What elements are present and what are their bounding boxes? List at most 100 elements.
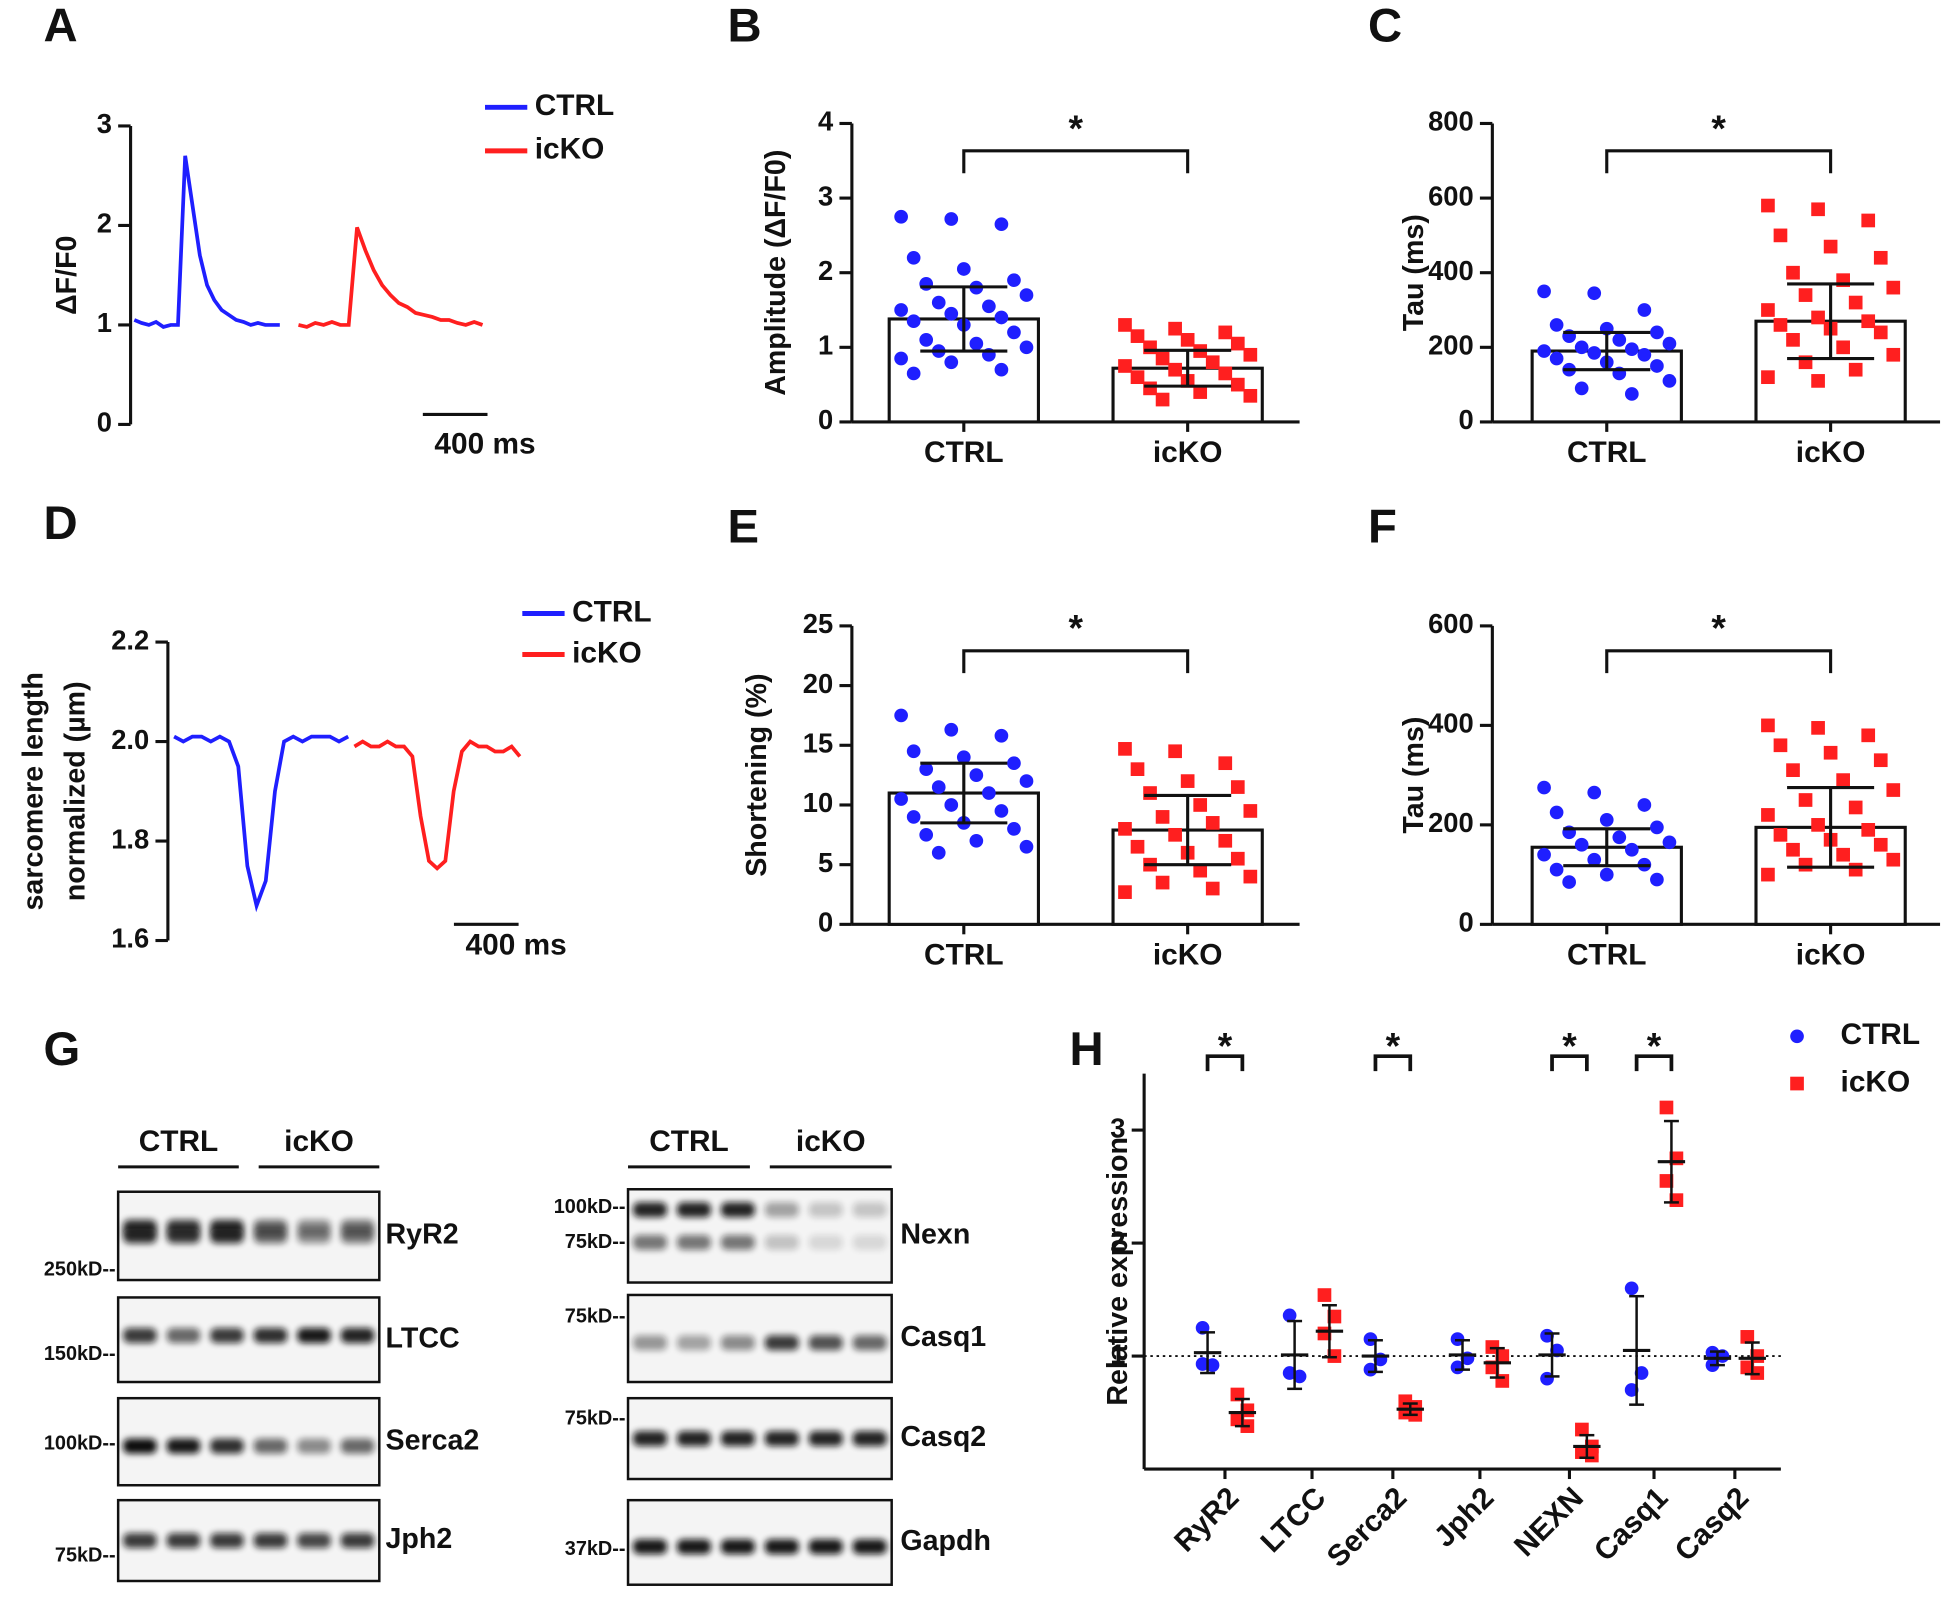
data-point — [1761, 867, 1775, 882]
protein-label: Serca2 — [386, 1424, 480, 1456]
blot-band — [340, 1533, 375, 1549]
blot-band — [633, 1431, 667, 1447]
significance-label: * — [1218, 1025, 1233, 1067]
data-point — [1243, 869, 1258, 884]
data-point — [1193, 385, 1208, 399]
blot-band — [764, 1431, 799, 1447]
data-point — [1230, 851, 1245, 866]
size-marker: 100kD-- — [554, 1196, 626, 1218]
data-point — [944, 306, 959, 321]
data-point — [1218, 366, 1233, 381]
data-point — [1243, 388, 1258, 403]
y-tick-label: 2 — [818, 255, 833, 286]
data-point — [1180, 333, 1195, 347]
y-tick-label: 0 — [818, 404, 833, 435]
data-point — [1574, 837, 1589, 852]
blot-frame — [116, 1190, 381, 1282]
panel-letter: A — [44, 0, 78, 52]
data-point — [1495, 1349, 1510, 1363]
group-label: icKO — [284, 1125, 354, 1158]
y-axis-label: Relative expression — [1102, 1137, 1134, 1406]
data-point — [1205, 816, 1220, 830]
blot-band — [808, 1335, 843, 1351]
panel-letter: F — [1368, 501, 1397, 554]
data-point — [1786, 265, 1800, 280]
data-point — [906, 314, 921, 329]
data-point — [944, 355, 959, 370]
significance-label: * — [1711, 107, 1726, 149]
trace — [133, 155, 280, 329]
x-tick-label: Jph2 — [1428, 1481, 1501, 1554]
data-point — [931, 845, 946, 860]
data-point — [1537, 284, 1551, 299]
blot-band — [720, 1202, 755, 1218]
data-point — [1624, 342, 1639, 357]
data-point — [1786, 842, 1800, 857]
data-point — [1773, 738, 1788, 753]
data-point — [1574, 340, 1589, 355]
y-tick-label: 200 — [1428, 807, 1474, 838]
group-label: icKO — [796, 1125, 866, 1158]
data-point — [994, 362, 1009, 377]
data-point — [894, 209, 908, 224]
x-tick-label: Casq2 — [1669, 1481, 1756, 1568]
data-point — [1118, 742, 1132, 756]
blot-band — [676, 1202, 711, 1218]
y-tick-label: 20 — [803, 668, 833, 699]
data-point — [1637, 347, 1652, 362]
data-point — [1243, 804, 1258, 818]
blot-frame — [626, 1293, 893, 1384]
blot-band — [808, 1202, 843, 1218]
data-point — [1143, 340, 1157, 355]
data-point — [1624, 842, 1639, 857]
data-point — [956, 750, 971, 765]
blot-band — [253, 1438, 288, 1454]
data-point — [931, 295, 946, 310]
data-point — [1130, 370, 1145, 385]
data-point — [1861, 823, 1876, 837]
blot-band — [633, 1335, 667, 1351]
y-axis-label: sarcomere length — [17, 672, 49, 910]
significance-bracket — [1373, 1054, 1413, 1072]
protein-label: RyR2 — [386, 1218, 459, 1250]
blot-frame — [116, 1396, 381, 1487]
blot-band — [852, 1234, 887, 1250]
data-point — [1811, 202, 1825, 217]
data-point — [1180, 774, 1195, 788]
blot-band — [210, 1228, 244, 1244]
data-point — [1861, 213, 1876, 228]
data-point — [1007, 822, 1021, 836]
data-point — [944, 722, 959, 737]
blot-band — [253, 1328, 288, 1343]
data-point — [1798, 857, 1813, 872]
y-tick-label: 600 — [1428, 180, 1474, 211]
data-point — [1205, 881, 1220, 896]
y-axis-label: ΔF/F0 — [51, 236, 83, 315]
data-point — [1168, 321, 1182, 336]
blot-band — [852, 1335, 887, 1351]
data-point — [1786, 763, 1800, 777]
data-point — [906, 810, 921, 824]
data-point — [1155, 351, 1170, 366]
y-axis-label: normalized (µm) — [60, 681, 92, 901]
legend-label: icKO — [1841, 1065, 1911, 1098]
blot-band — [253, 1533, 288, 1549]
data-point — [1612, 830, 1627, 845]
data-point — [1637, 303, 1652, 317]
size-marker: 150kD-- — [44, 1343, 116, 1365]
significance-label: * — [1068, 107, 1083, 149]
protein-label: LTCC — [386, 1322, 460, 1354]
trace — [353, 739, 522, 871]
blot-band — [633, 1202, 667, 1218]
significance-label: * — [1386, 1025, 1401, 1067]
y-tick-label: 600 — [1428, 608, 1474, 639]
trace — [298, 226, 484, 329]
size-marker: 100kD-- — [44, 1432, 116, 1454]
data-point — [1886, 852, 1901, 867]
blot-band — [764, 1335, 799, 1351]
data-point — [1761, 718, 1775, 733]
data-point — [894, 708, 908, 723]
data-point — [944, 212, 959, 226]
data-point — [1218, 833, 1233, 848]
data-point — [1317, 1288, 1332, 1302]
